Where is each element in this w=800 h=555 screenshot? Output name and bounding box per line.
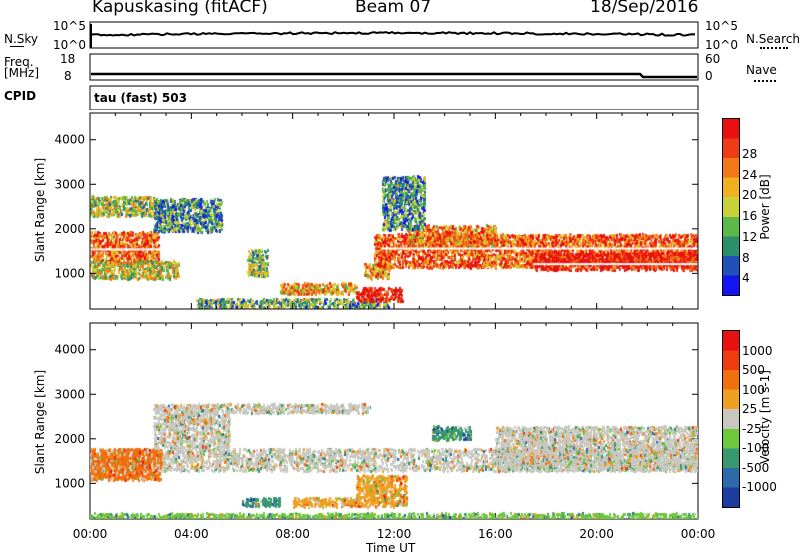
nsearch-bottom-tick: 10^0: [705, 38, 738, 52]
beam-title: Beam 07: [355, 0, 432, 17]
cpid-strip-frame: [89, 85, 699, 110]
summary-strips: [89, 21, 699, 110]
time-axis: 00:00 04:00 08:00 12:00 16:00 20:00 00:00: [73, 527, 716, 541]
nsky-label: N.Sky: [4, 32, 39, 46]
power-axes: 1000 2000 3000 4000: [54, 112, 699, 310]
x-tick-label: 04:00: [174, 527, 209, 541]
freq-top-tick: 18: [60, 52, 76, 66]
station-title: Kapuskasing (fitACF): [92, 0, 268, 17]
nsearch-top-tick: 10^5: [705, 19, 738, 33]
colorbar-tick-label: 25: [742, 402, 758, 417]
freq-trace: [91, 72, 697, 79]
colorbar-tick-label: 20: [742, 188, 758, 203]
colorbar-tick-label: 12: [742, 229, 758, 244]
y-tick-label: 4000: [54, 133, 85, 147]
colorbar-tick-label: 24: [742, 167, 758, 182]
y-tick-label: 1000: [54, 266, 85, 280]
colorbar-tick-label: 4: [742, 271, 750, 286]
cpid-label: CPID: [4, 89, 37, 103]
nave-top-tick: 60: [705, 52, 721, 66]
x-tick-label: 12:00: [377, 527, 412, 541]
colorbar-tick-label: 1000: [742, 343, 773, 358]
colorbar-tick-label: 8: [742, 250, 750, 265]
colorbar-tick-label: -100: [742, 441, 770, 456]
y-tick-label: 2000: [54, 432, 85, 446]
nave-bottom-tick: 0: [705, 69, 713, 83]
plot-frame: [89, 112, 699, 310]
power-colorbar-label: Power [dB]: [758, 174, 772, 240]
x-tick-label: 00:00: [73, 527, 108, 541]
nsky-bottom-tick: 10^0: [53, 38, 86, 52]
colorbar-tick-label: 16: [742, 209, 758, 224]
colorbar-tick-label: -25: [742, 421, 762, 436]
colorbar-tick-label: 100: [742, 382, 765, 397]
y-tick-label: 3000: [54, 387, 85, 401]
y-tick-label: 2000: [54, 222, 85, 236]
velocity-panel: [40, 322, 698, 520]
freq-unit: [MHz]: [4, 66, 40, 80]
nsky-legend-line: [10, 46, 24, 47]
power-ylabel: Slant Range [km]: [33, 157, 47, 263]
x-tick-label: 16:00: [478, 527, 513, 541]
y-tick-label: 3000: [54, 177, 85, 191]
nsearch-legend-line: [760, 47, 788, 49]
nsky-top-tick: 10^5: [53, 19, 86, 33]
colorbar-tick-label: -1000: [742, 480, 777, 495]
x-tick-label: 00:00: [681, 527, 716, 541]
velocity-colorbar: [722, 330, 740, 508]
cpid-value: tau (fast) 503: [94, 91, 187, 105]
velocity-heatmap: [90, 323, 698, 519]
y-tick-label: 1000: [54, 476, 85, 490]
freq-label: Freq.: [4, 55, 34, 69]
colorbar-tick-label: 500: [742, 363, 765, 378]
x-tick-label: 20:00: [579, 527, 614, 541]
power-colorbar: [722, 118, 740, 296]
freq-bottom-tick: 8: [64, 69, 72, 83]
y-tick-label: 4000: [54, 343, 85, 357]
x-axis-label: Time UT: [366, 541, 416, 555]
nsky-trace: [90, 31, 696, 37]
nsearch-label: N.Search: [746, 32, 800, 46]
colorbar-tick-label: 28: [742, 147, 758, 162]
freq-strip-frame: [89, 53, 699, 81]
x-tick-label: 08:00: [275, 527, 310, 541]
colorbar-tick-label: -500: [742, 460, 770, 475]
nave-label: Nave: [746, 63, 777, 77]
power-panel: [40, 112, 698, 310]
date-title: 18/Sep/2016: [590, 0, 699, 17]
power-heatmap: [90, 113, 698, 309]
nave-legend-line: [754, 80, 776, 82]
